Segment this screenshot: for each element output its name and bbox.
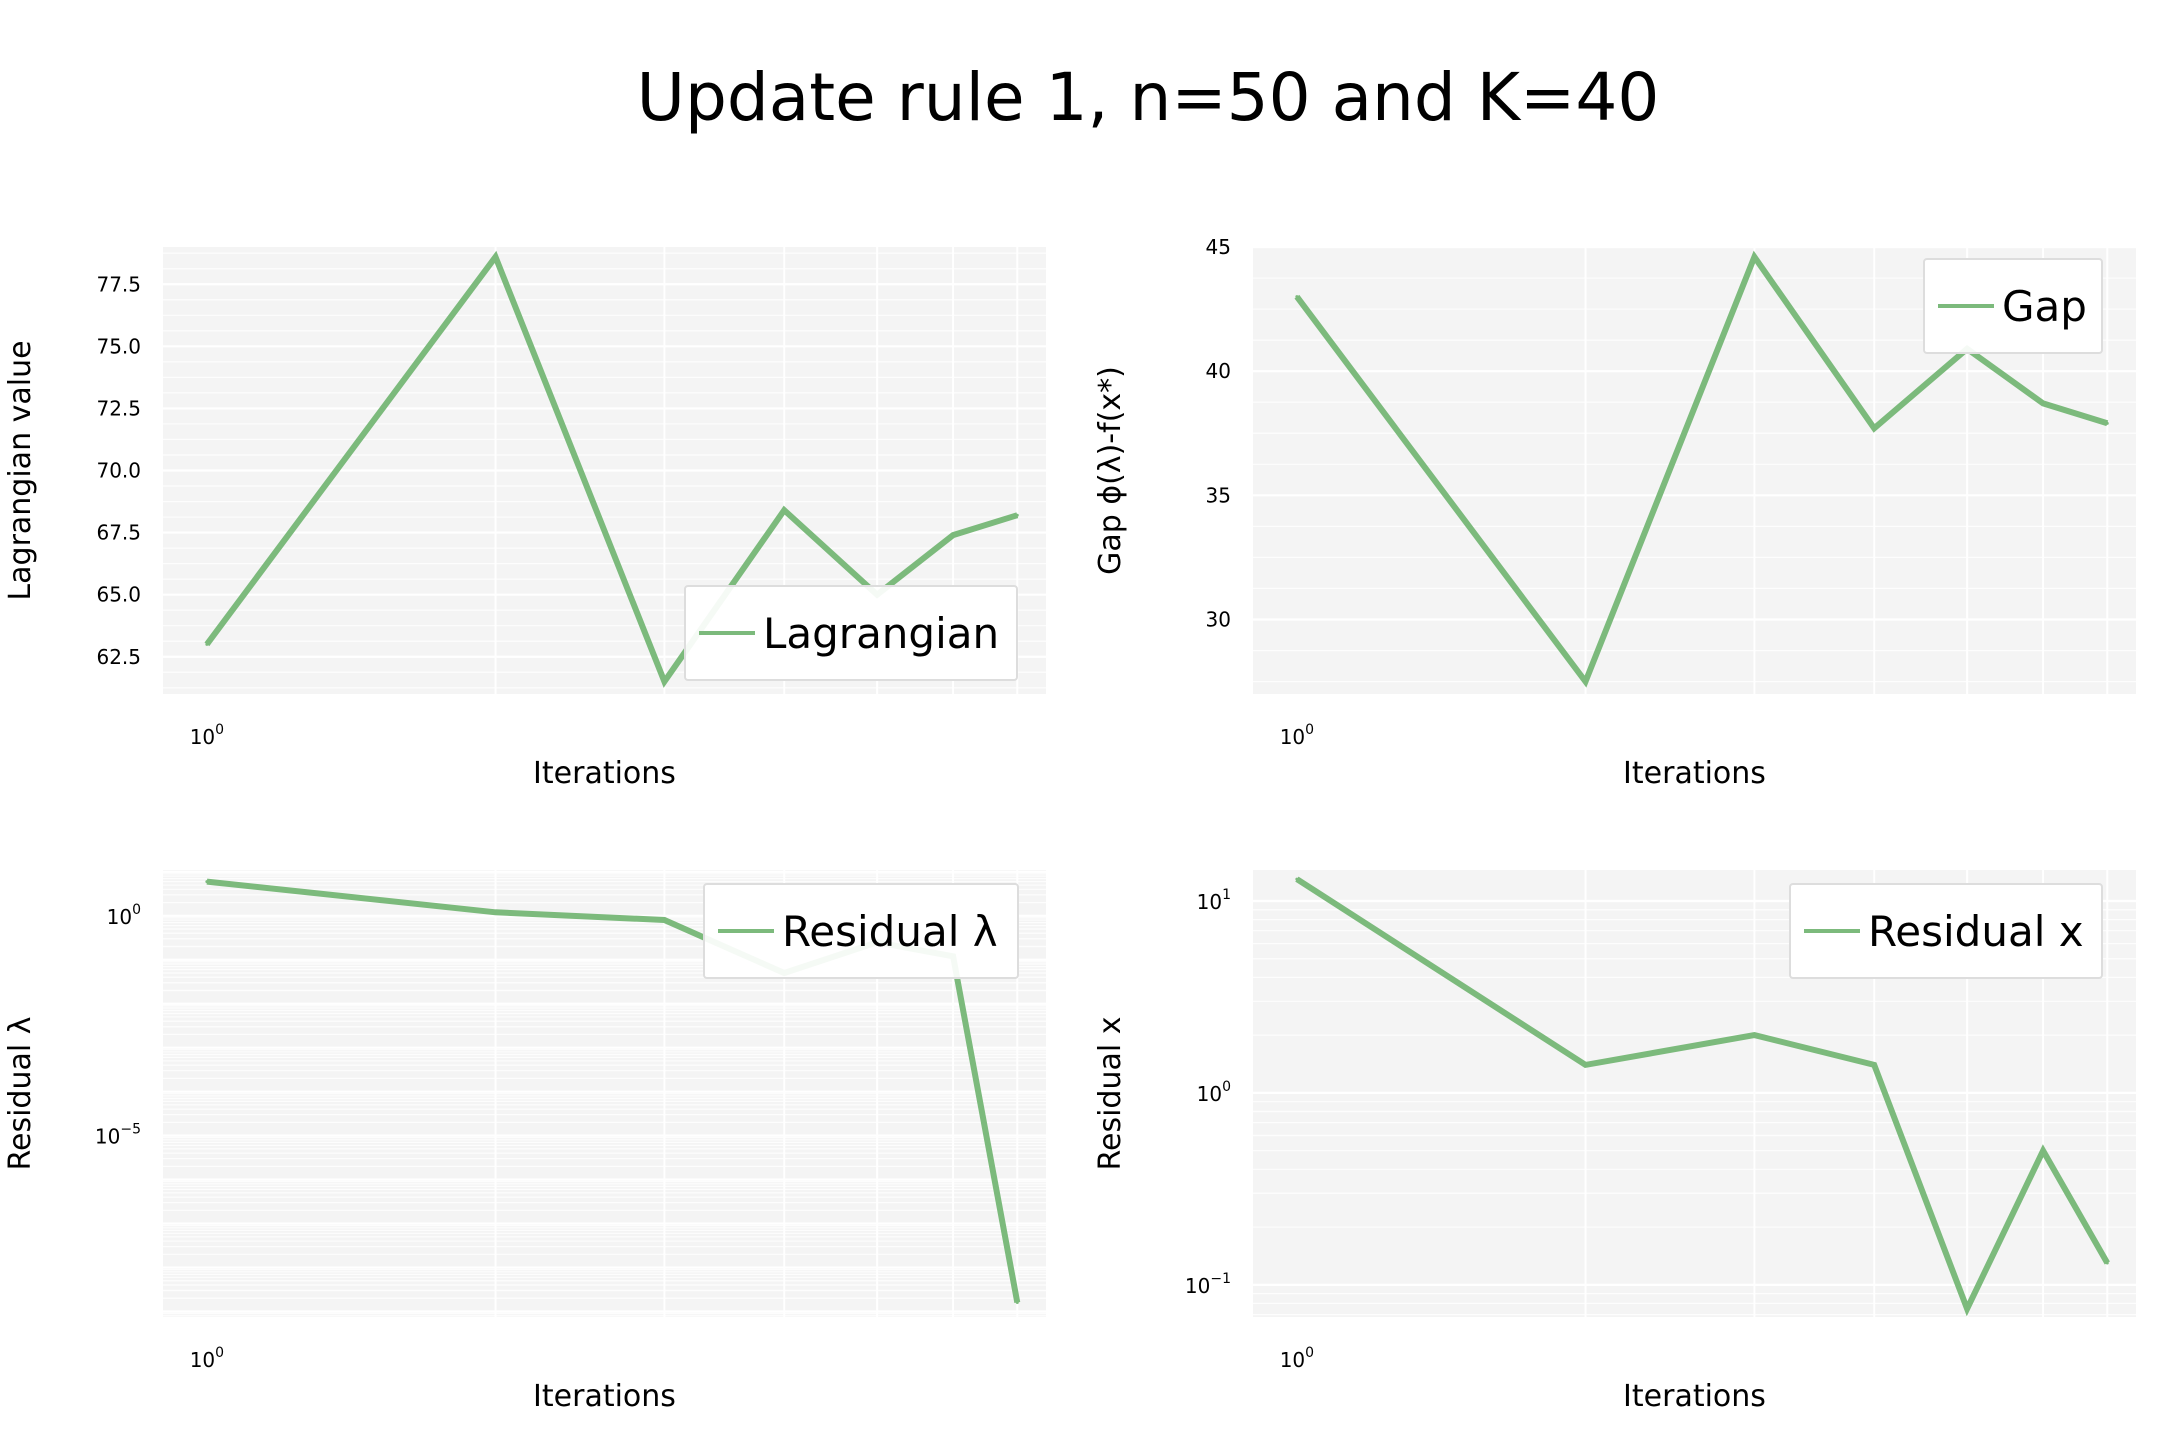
- legend-label: Gap: [2002, 282, 2087, 331]
- data-point: [662, 918, 666, 922]
- x-axis-label: Iterations: [533, 1379, 676, 1414]
- data-point: [1584, 1063, 1588, 1067]
- data-point: [1584, 680, 1588, 684]
- data-point: [782, 508, 786, 512]
- figure-title: Update rule 1, n=50 and K=40: [637, 59, 1660, 136]
- x-axis-label: Iterations: [1623, 756, 1766, 791]
- grid: [163, 870, 1046, 1317]
- data-point: [2041, 401, 2045, 405]
- x-axis-label: Iterations: [1623, 1379, 1766, 1414]
- y-axis-label: Residual x: [1093, 1017, 1128, 1171]
- subplot-lagrangian: 62.5 65.0 67.5 70.0 72.5 75.0 77.5 100 Iteration…: [3, 247, 1046, 791]
- x-tick-label: 100: [190, 722, 224, 749]
- y-tick-label: 72.5: [96, 396, 141, 420]
- subplot-residual-x: 101 100 10−1 100 Iterations Residual x Residua…: [1093, 870, 2136, 1414]
- y-axis-label: Gap ϕ(λ)-f(x*): [1093, 366, 1128, 575]
- y-tick-label: 77.5: [96, 272, 141, 296]
- subplot-residual-lambda: 100 10−5 100 Iterations Residual λ Residual λ: [3, 870, 1046, 1414]
- x-tick-label: 100: [1280, 1345, 1314, 1372]
- x-tick-labels: 100: [190, 1345, 224, 1372]
- data-point: [205, 642, 209, 646]
- x-axis-label: Iterations: [533, 756, 676, 791]
- x-tick-label: 100: [190, 1345, 224, 1372]
- y-tick-label: 45: [1206, 235, 1231, 259]
- data-point: [1752, 255, 1756, 259]
- y-tick-label: 10−1: [1185, 1271, 1231, 1298]
- legend-label: Residual x: [1868, 907, 2084, 956]
- data-point: [494, 255, 498, 259]
- y-tick-label: 40: [1206, 359, 1231, 383]
- data-point: [1872, 1063, 1876, 1067]
- data-point: [1965, 1307, 1969, 1311]
- y-tick-labels: 100 10−5: [95, 902, 141, 1149]
- legend: Lagrangian: [684, 585, 1018, 681]
- y-tick-label: 30: [1206, 608, 1231, 632]
- legend: Residual λ: [703, 883, 1019, 979]
- y-tick-label: 101: [1197, 887, 1231, 914]
- data-point: [494, 910, 498, 914]
- data-point: [1295, 295, 1299, 299]
- y-tick-labels: 30 35 40 45: [1206, 235, 1231, 632]
- y-tick-label: 10−5: [95, 1122, 141, 1149]
- data-point: [1015, 1301, 1019, 1305]
- legend-box: [703, 883, 1019, 979]
- y-tick-label: 100: [1197, 1079, 1231, 1106]
- y-tick-label: 62.5: [96, 645, 141, 669]
- legend-label: Lagrangian: [763, 609, 999, 658]
- legend: Gap: [1923, 258, 2103, 354]
- y-tick-labels: 101 100 10−1: [1185, 887, 1231, 1298]
- legend-box: [684, 585, 1018, 681]
- y-tick-label: 65.0: [96, 583, 141, 607]
- y-tick-label: 67.5: [96, 521, 141, 545]
- data-point: [662, 680, 666, 684]
- data-point: [2105, 421, 2109, 425]
- y-tick-labels: 62.5 65.0 67.5 70.0 72.5 75.0 77.5: [96, 272, 141, 669]
- x-tick-labels: 100: [1280, 1345, 1314, 1372]
- data-point: [2041, 1149, 2045, 1153]
- y-axis-label: Lagrangian value: [3, 340, 38, 600]
- legend-box: [1789, 883, 2103, 979]
- legend-label: Residual λ: [782, 907, 998, 956]
- y-tick-label: 75.0: [96, 334, 141, 358]
- x-tick-labels: 100: [190, 722, 224, 749]
- grid: [1253, 870, 2136, 1317]
- data-point: [2105, 1261, 2109, 1265]
- legend-box: [1923, 258, 2103, 354]
- y-axis-label: Residual λ: [3, 1017, 38, 1171]
- x-tick-labels: 100: [1280, 722, 1314, 749]
- data-point: [1872, 426, 1876, 430]
- data-point: [1752, 1033, 1756, 1037]
- data-point: [1295, 877, 1299, 881]
- legend: Residual x: [1789, 883, 2103, 979]
- y-tick-label: 100: [107, 902, 141, 929]
- subplot-gap: 30 35 40 45 100 Iterations Gap ϕ(λ)-f(x*) Gap: [1093, 235, 2136, 791]
- x-tick-label: 100: [1280, 722, 1314, 749]
- y-tick-label: 70.0: [96, 459, 141, 483]
- data-point: [205, 880, 209, 884]
- y-tick-label: 35: [1206, 483, 1231, 507]
- data-point: [1015, 513, 1019, 517]
- data-point: [951, 533, 955, 537]
